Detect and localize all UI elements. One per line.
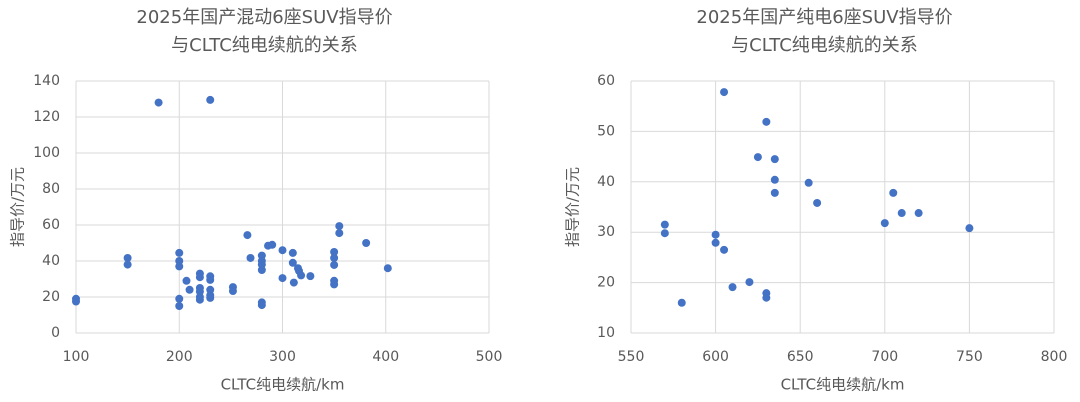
data-point	[762, 293, 771, 302]
data-point	[246, 253, 255, 262]
x-tick-label: 800	[1041, 349, 1068, 365]
data-point	[175, 302, 184, 310]
data-point	[297, 271, 306, 280]
data-point	[289, 278, 298, 287]
data-point	[813, 198, 822, 207]
data-point	[257, 301, 266, 310]
y-tick-label: 10	[597, 325, 615, 341]
data-point	[175, 262, 184, 271]
data-point	[206, 275, 215, 284]
data-point	[257, 266, 266, 274]
chart-title: 2025年国产混动6座SUV指导价	[136, 7, 392, 28]
data-point	[897, 209, 906, 218]
data-point	[306, 272, 315, 281]
data-point	[72, 297, 80, 306]
data-point	[728, 283, 737, 292]
data-point	[770, 155, 779, 164]
data-point	[383, 264, 392, 273]
data-point	[677, 298, 686, 307]
data-point	[185, 285, 194, 294]
x-tick-label: 700	[871, 349, 898, 365]
data-point	[362, 239, 371, 247]
y-tick-label: 140	[33, 73, 60, 89]
data-point	[195, 273, 204, 282]
x-tick-label: 650	[787, 349, 814, 365]
data-point	[175, 294, 184, 303]
y-axis-label: 指导价/万元	[564, 167, 582, 247]
x-tick-label: 100	[63, 349, 90, 365]
x-tick-label: 750	[956, 349, 983, 365]
data-point	[720, 245, 729, 254]
data-point	[720, 88, 729, 97]
data-point	[762, 117, 771, 126]
data-point	[288, 258, 297, 267]
data-point	[206, 293, 215, 302]
data-point	[965, 224, 974, 233]
x-tick-label: 500	[476, 349, 503, 365]
data-point	[330, 248, 339, 256]
data-point	[330, 280, 339, 289]
data-point	[123, 253, 132, 262]
data-point	[745, 278, 754, 287]
chart-title: 与CLTC纯电续航的关系	[731, 35, 918, 56]
x-tick-label: 200	[166, 349, 193, 365]
x-axis-label: CLTC纯电续航/km	[781, 376, 905, 394]
y-tick-label: 60	[42, 217, 60, 233]
data-point	[335, 222, 344, 231]
data-point	[243, 231, 252, 240]
data-point	[206, 285, 215, 294]
data-point	[711, 230, 720, 239]
data-point	[123, 260, 132, 269]
y-tick-label: 100	[33, 145, 60, 161]
y-axis-label: 指导价/万元	[9, 167, 27, 247]
x-tick-label: 550	[618, 349, 645, 365]
data-point	[660, 229, 669, 238]
y-tick-label: 60	[597, 73, 615, 89]
x-tick-label: 300	[269, 349, 296, 365]
x-tick-label: 400	[372, 349, 399, 365]
y-tick-label: 20	[42, 289, 60, 305]
data-point	[660, 220, 669, 229]
data-point	[753, 153, 762, 162]
data-point	[195, 295, 204, 304]
y-tick-label: 120	[33, 109, 60, 125]
data-point	[770, 175, 779, 184]
y-tick-label: 30	[597, 224, 615, 240]
y-tick-label: 0	[51, 325, 60, 341]
data-point	[770, 188, 779, 197]
data-point	[330, 253, 339, 262]
data-point	[711, 238, 720, 247]
y-tick-label: 50	[597, 123, 615, 139]
data-point	[206, 95, 215, 104]
y-tick-label: 40	[42, 253, 60, 269]
data-point	[228, 287, 237, 296]
y-tick-label: 20	[597, 275, 615, 291]
data-point	[182, 276, 191, 285]
data-point	[268, 240, 277, 249]
x-tick-label: 600	[702, 349, 729, 365]
x-axis-label: CLTC纯电续航/km	[221, 376, 345, 394]
data-point	[914, 209, 923, 218]
data-point	[175, 248, 184, 257]
data-point	[880, 219, 889, 228]
data-point	[154, 98, 163, 107]
y-tick-label: 80	[42, 181, 60, 197]
data-point	[804, 178, 813, 187]
data-point	[288, 248, 297, 257]
chart-title: 与CLTC纯电续航的关系	[171, 35, 358, 56]
y-tick-label: 40	[597, 174, 615, 190]
data-point	[330, 260, 339, 269]
data-point	[889, 188, 898, 197]
data-point	[278, 274, 287, 283]
chart-title: 2025年国产纯电6座SUV指导价	[696, 7, 952, 28]
data-point	[335, 229, 344, 238]
data-point	[278, 246, 287, 255]
